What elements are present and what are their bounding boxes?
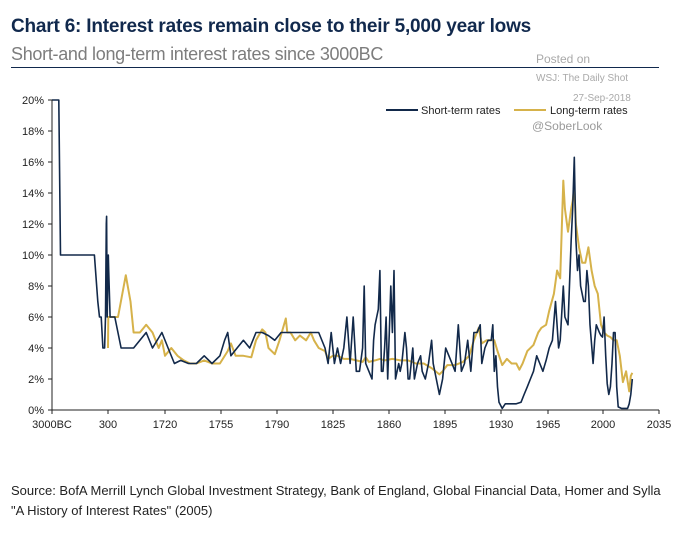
legend-label-long-term: Long-term rates — [550, 105, 628, 117]
x-tick-label: 1825 — [321, 419, 345, 431]
interest-rate-chart: Short-term rates Long-term rates 0% 2% 4% 6… — [22, 95, 671, 431]
y-tick-label: 6% — [28, 312, 44, 324]
x-tick-label: 1790 — [265, 419, 289, 431]
y-tick-label: 16% — [22, 157, 44, 169]
series-line-short-term — [52, 99, 634, 410]
x-tick-label: 1895 — [433, 419, 457, 431]
x-tick-label: 300 — [99, 419, 117, 431]
x-tick-label: 3000BC — [32, 419, 72, 431]
chart-title: Chart 6: Interest rates remain close to … — [11, 16, 532, 37]
y-tick-label: 2% — [28, 374, 44, 386]
source-note: Source: BofA Merrill Lynch Global Invest… — [11, 483, 661, 518]
y-tick-label: 14% — [22, 188, 44, 200]
x-tick-label: 1965 — [536, 419, 560, 431]
watermark-posted: Posted on — [536, 52, 591, 66]
chart-legend: Short-term rates Long-term rates — [386, 105, 628, 117]
legend-label-short-term: Short-term rates — [421, 105, 501, 117]
y-tick-label: 18% — [22, 126, 44, 138]
chart-subtitle: Short-and long-term interest rates since… — [11, 44, 384, 64]
watermark-date: 27-Sep-2018 — [573, 93, 631, 104]
watermark-source: WSJ: The Daily Shot — [536, 73, 629, 84]
x-tick-label: 1930 — [489, 419, 513, 431]
y-tick-label: 20% — [22, 95, 44, 107]
y-tick-label: 4% — [28, 343, 44, 355]
x-tick-label: 2035 — [647, 419, 671, 431]
y-tick-label: 0% — [28, 405, 44, 417]
y-tick-label: 10% — [22, 250, 44, 262]
x-tick-label: 1860 — [377, 419, 401, 431]
watermark-handle: @SoberLook — [532, 119, 603, 133]
series-line-long-term — [107, 179, 634, 393]
x-tick-label: 1755 — [209, 419, 233, 431]
y-tick-label: 8% — [28, 281, 44, 293]
y-tick-label: 12% — [22, 219, 44, 231]
title-underline — [11, 67, 659, 68]
x-tick-label: 1720 — [153, 419, 177, 431]
x-tick-label: 2000 — [591, 419, 615, 431]
